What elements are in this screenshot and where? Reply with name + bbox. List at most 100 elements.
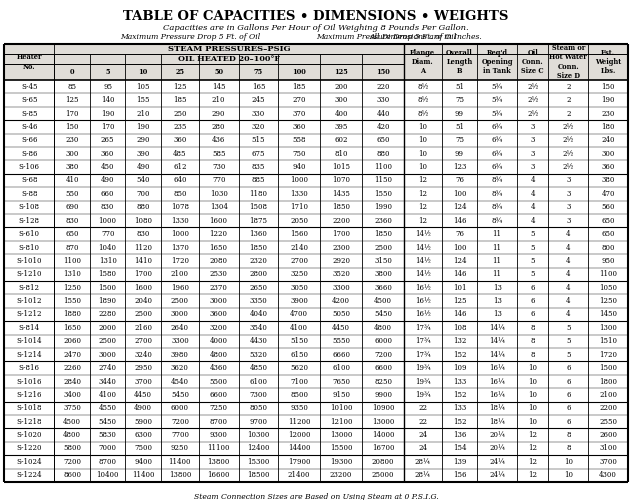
Text: 10: 10 bbox=[564, 472, 573, 480]
Text: S-106: S-106 bbox=[18, 163, 40, 171]
Text: 2: 2 bbox=[566, 110, 571, 118]
Text: 13: 13 bbox=[493, 284, 502, 292]
Text: 1080: 1080 bbox=[134, 216, 152, 224]
Text: 1220: 1220 bbox=[210, 230, 228, 238]
Text: 3800: 3800 bbox=[374, 270, 392, 278]
Text: 9150: 9150 bbox=[332, 391, 350, 399]
Text: 12: 12 bbox=[418, 176, 427, 184]
Text: 12: 12 bbox=[418, 216, 427, 224]
Text: 95: 95 bbox=[103, 82, 112, 90]
Text: 5¾: 5¾ bbox=[492, 82, 502, 90]
Text: 650: 650 bbox=[376, 136, 390, 144]
Text: S-812: S-812 bbox=[18, 284, 40, 292]
Text: 220: 220 bbox=[376, 82, 390, 90]
Text: 4: 4 bbox=[530, 190, 535, 198]
Text: 16¼: 16¼ bbox=[489, 378, 505, 386]
Text: 3000: 3000 bbox=[99, 350, 116, 358]
Text: 145: 145 bbox=[212, 82, 226, 90]
Text: 660: 660 bbox=[101, 190, 114, 198]
Text: 4800: 4800 bbox=[210, 350, 228, 358]
Text: 270: 270 bbox=[293, 96, 306, 104]
Text: 146: 146 bbox=[453, 270, 466, 278]
Text: 8: 8 bbox=[566, 431, 571, 439]
Text: 1960: 1960 bbox=[171, 284, 189, 292]
Text: 8¾: 8¾ bbox=[492, 190, 502, 198]
Text: 14½: 14½ bbox=[415, 230, 431, 238]
Text: 6: 6 bbox=[566, 418, 571, 426]
Text: 1330: 1330 bbox=[171, 216, 189, 224]
Text: 1850: 1850 bbox=[332, 204, 350, 212]
Text: 612: 612 bbox=[173, 163, 186, 171]
Text: 7200: 7200 bbox=[374, 350, 392, 358]
Text: 490: 490 bbox=[137, 163, 150, 171]
Text: 10: 10 bbox=[418, 150, 427, 158]
Text: 3400: 3400 bbox=[63, 391, 81, 399]
Text: S-108: S-108 bbox=[18, 204, 40, 212]
Text: 1720: 1720 bbox=[171, 257, 189, 265]
Text: 18¼: 18¼ bbox=[489, 404, 505, 412]
Text: 3520: 3520 bbox=[332, 270, 350, 278]
Text: 360: 360 bbox=[101, 150, 114, 158]
Text: 6: 6 bbox=[566, 404, 571, 412]
Text: 1800: 1800 bbox=[599, 378, 617, 386]
Text: 133: 133 bbox=[453, 404, 466, 412]
Text: S-68: S-68 bbox=[21, 176, 37, 184]
Text: 2700: 2700 bbox=[134, 338, 152, 345]
Text: 485: 485 bbox=[173, 150, 186, 158]
Text: 4700: 4700 bbox=[290, 310, 308, 318]
Text: 4430: 4430 bbox=[250, 338, 267, 345]
Text: 650: 650 bbox=[602, 216, 615, 224]
Text: 1070: 1070 bbox=[332, 176, 350, 184]
Text: S-1210: S-1210 bbox=[16, 270, 42, 278]
Text: 8¾: 8¾ bbox=[492, 176, 502, 184]
Text: 240: 240 bbox=[602, 136, 615, 144]
Text: 22: 22 bbox=[418, 404, 427, 412]
Text: 10: 10 bbox=[418, 123, 427, 131]
Text: 3000: 3000 bbox=[210, 297, 228, 305]
Text: 24¼: 24¼ bbox=[489, 458, 505, 466]
Text: 3540: 3540 bbox=[250, 324, 267, 332]
Text: 3: 3 bbox=[530, 136, 535, 144]
Text: S-1018: S-1018 bbox=[16, 404, 42, 412]
Text: 7700: 7700 bbox=[171, 431, 189, 439]
Text: 5: 5 bbox=[566, 324, 571, 332]
Text: 4500: 4500 bbox=[374, 297, 392, 305]
Text: 4800: 4800 bbox=[374, 324, 392, 332]
Text: 2840: 2840 bbox=[63, 378, 81, 386]
Text: 136: 136 bbox=[453, 431, 466, 439]
Text: 1310: 1310 bbox=[99, 257, 116, 265]
Text: 1030: 1030 bbox=[210, 190, 228, 198]
Text: 2060: 2060 bbox=[63, 338, 81, 345]
Text: Flange
Diam.
A: Flange Diam. A bbox=[410, 49, 435, 75]
Text: 2500: 2500 bbox=[171, 297, 189, 305]
Text: S-88: S-88 bbox=[21, 190, 37, 198]
Text: 150: 150 bbox=[602, 82, 615, 90]
Text: 700: 700 bbox=[137, 190, 150, 198]
Text: 28¼: 28¼ bbox=[415, 472, 431, 480]
Text: 8½: 8½ bbox=[417, 82, 428, 90]
Text: 5500: 5500 bbox=[210, 378, 228, 386]
Text: 440: 440 bbox=[376, 110, 390, 118]
Text: 230: 230 bbox=[65, 136, 79, 144]
Text: 28¼: 28¼ bbox=[415, 458, 431, 466]
Text: 2800: 2800 bbox=[250, 270, 267, 278]
Text: 5: 5 bbox=[106, 68, 110, 76]
Text: 1508: 1508 bbox=[250, 204, 267, 212]
Text: 540: 540 bbox=[137, 176, 150, 184]
Text: 320: 320 bbox=[252, 123, 265, 131]
Text: 125: 125 bbox=[173, 82, 186, 90]
Text: 5900: 5900 bbox=[134, 418, 152, 426]
Text: 100: 100 bbox=[453, 244, 466, 252]
Text: 11: 11 bbox=[492, 257, 502, 265]
Text: 25000: 25000 bbox=[372, 472, 394, 480]
Text: 1550: 1550 bbox=[374, 190, 392, 198]
Text: 1310: 1310 bbox=[63, 270, 81, 278]
Text: 10900: 10900 bbox=[372, 404, 394, 412]
Text: 4040: 4040 bbox=[250, 310, 267, 318]
Text: 870: 870 bbox=[65, 244, 79, 252]
Text: 2740: 2740 bbox=[99, 364, 117, 372]
Text: 1150: 1150 bbox=[374, 176, 392, 184]
Text: 550: 550 bbox=[65, 190, 79, 198]
Text: 100: 100 bbox=[293, 68, 306, 76]
Text: 4: 4 bbox=[566, 284, 571, 292]
